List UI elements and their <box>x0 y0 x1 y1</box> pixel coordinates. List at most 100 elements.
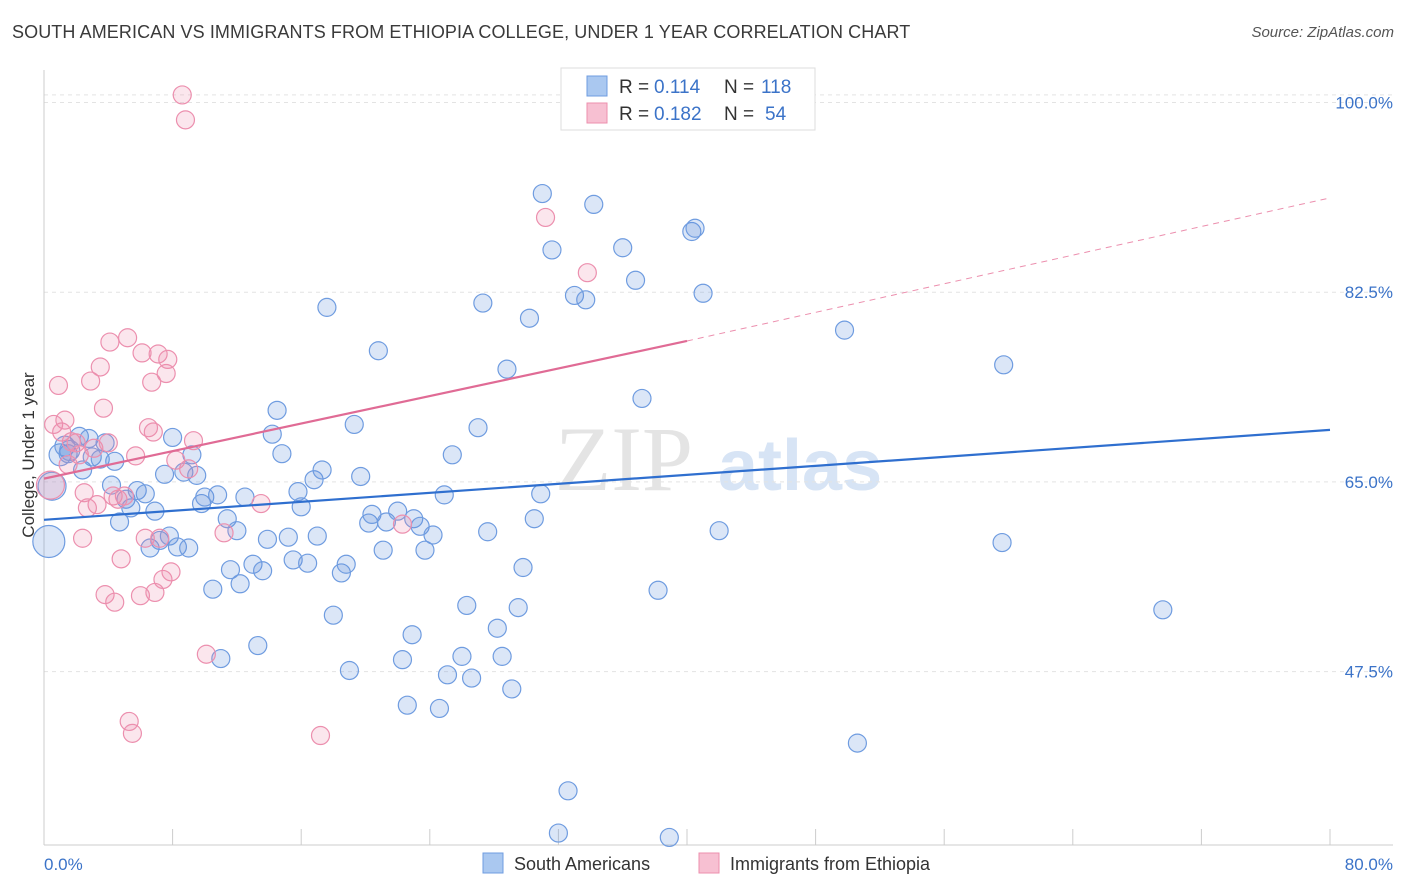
south-americans-point <box>298 553 318 573</box>
south-americans-point <box>392 650 413 670</box>
legend-n-value: 54 <box>765 104 787 125</box>
legend-item-ethiopia: Immigrants from Ethiopia <box>730 854 931 874</box>
south-americans-point <box>548 823 569 843</box>
south-americans-point <box>532 183 552 204</box>
south-americans-point <box>211 648 231 669</box>
ethiopia-point <box>122 723 143 743</box>
south-americans-point <box>220 560 241 580</box>
ethiopia-point <box>148 344 168 364</box>
south-americans-point <box>632 388 652 409</box>
south-americans-point <box>331 563 351 583</box>
south-americans-point <box>317 297 337 317</box>
ethiopia-points <box>35 85 597 746</box>
south-americans-trend-line <box>43 428 1331 521</box>
south-americans-point <box>278 527 298 547</box>
south-americans-point <box>437 665 458 685</box>
stats-legend: R = 0.114 N = 118 R = 0.182 N = 54 <box>560 67 816 131</box>
ethiopia-point <box>44 414 64 435</box>
y-axis-title: College, Under 1 year <box>19 372 38 538</box>
ethiopia-point <box>93 398 114 418</box>
south-americans-point <box>564 285 585 306</box>
legend-n-value: 118 <box>761 77 791 98</box>
south-americans-point <box>415 540 435 560</box>
south-americans-point <box>625 270 646 290</box>
south-americans-point <box>442 445 462 465</box>
legend-swatch-blue <box>586 75 608 97</box>
south-americans-point <box>473 293 493 313</box>
south-americans-point <box>508 598 528 618</box>
south-americans-point <box>351 466 371 487</box>
ethiopia-point <box>142 372 162 392</box>
south-americans-point <box>659 827 679 848</box>
ethiopia-point <box>98 433 118 453</box>
south-americans-point <box>468 418 488 438</box>
ethiopia-point <box>132 343 152 363</box>
ethiopia-point <box>175 110 196 130</box>
ethiopia-point <box>100 332 120 352</box>
ethiopia-point <box>81 371 101 391</box>
ethiopia-point <box>172 85 192 105</box>
ethiopia-point <box>114 486 134 506</box>
south-americans-point <box>248 635 268 656</box>
south-americans-point <box>502 679 522 699</box>
south-americans-point <box>423 525 443 545</box>
south-americans-point <box>1153 600 1173 620</box>
ethiopia-point <box>158 349 178 370</box>
south-americans-point <box>452 646 472 666</box>
ethiopia-point <box>111 549 131 569</box>
south-americans-point <box>576 290 596 310</box>
south-americans-point <box>336 554 356 574</box>
ethiopia-point <box>161 562 181 582</box>
south-americans-point <box>307 526 327 546</box>
y-tick-label: 100.0% <box>1335 94 1393 113</box>
south-americans-point <box>257 529 278 549</box>
x-tick-label-min: 0.0% <box>44 855 83 874</box>
legend-r-label: R = <box>619 77 649 98</box>
ethiopia-point <box>90 357 110 377</box>
south-americans-point <box>531 484 551 504</box>
south-americans-point <box>693 283 713 303</box>
south-americans-point <box>404 509 424 529</box>
legend-item-ethiopia-swatch <box>698 852 720 874</box>
trend-lines <box>43 197 1331 521</box>
south-americans-point <box>847 733 867 753</box>
south-americans-point <box>32 524 66 559</box>
ethiopia-point <box>55 410 75 430</box>
south-americans-point <box>154 464 175 484</box>
south-americans-point <box>243 554 263 574</box>
south-americans-point <box>283 550 303 570</box>
ethiopia-point <box>119 711 139 732</box>
ethiopia-point <box>179 459 199 479</box>
watermark-zip: ZIP <box>555 408 693 510</box>
south-americans-point <box>558 781 578 801</box>
south-americans-point <box>497 359 517 379</box>
south-americans-point <box>179 538 199 558</box>
south-americans-point <box>163 427 183 448</box>
south-americans-point <box>478 522 498 542</box>
south-americans-point <box>461 668 482 688</box>
ethiopia-point <box>105 592 125 612</box>
south-americans-point <box>312 460 332 480</box>
axes <box>43 70 1393 846</box>
ethiopia-point <box>196 644 216 664</box>
south-americans-point <box>397 695 417 715</box>
x-tick-label-max: 80.0% <box>1345 855 1393 874</box>
ethiopia-point <box>310 725 331 746</box>
ethiopia-point <box>48 375 69 396</box>
ethiopia-point <box>84 438 104 458</box>
south-americans-point <box>992 532 1012 553</box>
legend-r-value: 0.114 <box>654 77 701 98</box>
ethiopia-trend-line <box>43 339 688 480</box>
south-americans-point <box>513 557 533 578</box>
south-americans-point <box>135 484 155 504</box>
ethiopia-point <box>577 263 597 283</box>
south-americans-point <box>542 240 562 260</box>
south-americans-point <box>648 580 668 600</box>
south-americans-point <box>253 561 273 581</box>
south-americans-point <box>272 444 292 464</box>
south-americans-point <box>584 194 604 215</box>
south-americans-point <box>344 414 364 435</box>
south-americans-point <box>208 485 228 505</box>
ethiopia-point <box>392 514 413 534</box>
ethiopia-point <box>87 495 107 515</box>
